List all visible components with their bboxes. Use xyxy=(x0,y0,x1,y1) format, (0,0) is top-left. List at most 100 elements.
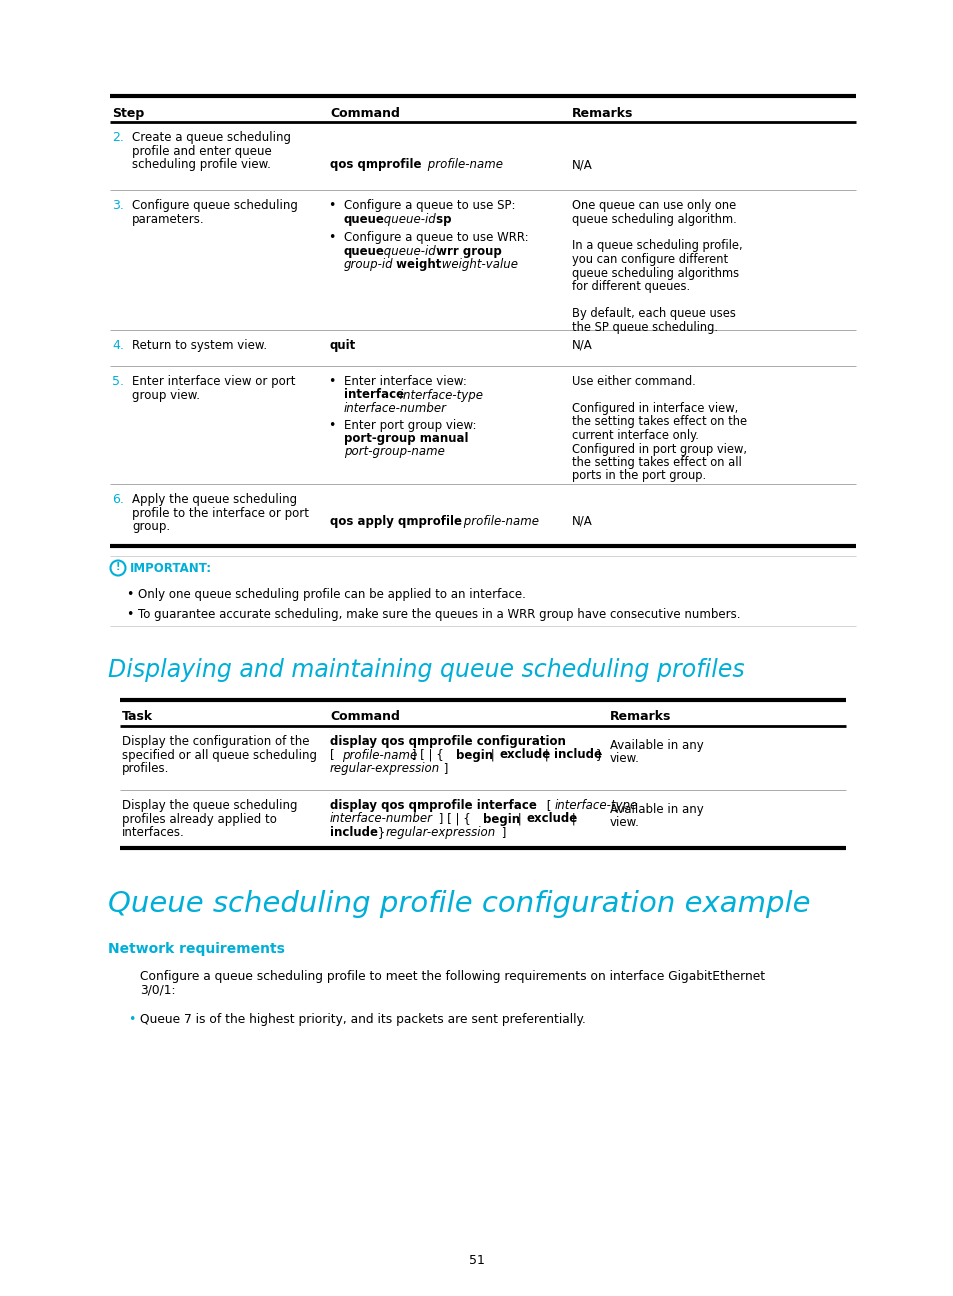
Text: display qos qmprofile configuration: display qos qmprofile configuration xyxy=(330,735,565,748)
Text: include: include xyxy=(554,749,601,762)
Text: •: • xyxy=(126,588,133,601)
Text: Configure a queue scheduling profile to meet the following requirements on inter: Configure a queue scheduling profile to … xyxy=(140,969,764,982)
Text: port-group manual: port-group manual xyxy=(344,432,468,445)
Text: quit: quit xyxy=(330,340,355,353)
Text: Apply the queue scheduling: Apply the queue scheduling xyxy=(132,492,296,505)
Text: Queue scheduling profile configuration example: Queue scheduling profile configuration e… xyxy=(108,890,810,918)
Text: ] [ | {: ] [ | { xyxy=(435,813,474,826)
Text: profile and enter queue: profile and enter queue xyxy=(132,144,272,158)
Text: qos qmprofile: qos qmprofile xyxy=(330,158,421,171)
Text: |: | xyxy=(567,813,576,826)
Text: qos apply qmprofile: qos apply qmprofile xyxy=(330,515,461,527)
Text: profiles.: profiles. xyxy=(122,762,170,775)
Text: Command: Command xyxy=(330,108,399,121)
Text: Only one queue scheduling profile can be applied to an interface.: Only one queue scheduling profile can be… xyxy=(138,588,525,601)
Text: begin: begin xyxy=(456,749,493,762)
Text: Displaying and maintaining queue scheduling profiles: Displaying and maintaining queue schedul… xyxy=(108,658,744,682)
Text: Configure a queue to use SP:: Configure a queue to use SP: xyxy=(344,200,515,213)
Text: N/A: N/A xyxy=(572,515,592,527)
Text: you can configure different: you can configure different xyxy=(572,253,727,266)
Text: view.: view. xyxy=(609,816,639,829)
Text: ] [ | {: ] [ | { xyxy=(408,749,447,762)
Text: regular-expression: regular-expression xyxy=(330,762,439,775)
Text: Return to system view.: Return to system view. xyxy=(132,340,267,353)
Text: •: • xyxy=(328,200,335,213)
Text: Task: Task xyxy=(122,710,153,723)
Text: current interface only.: current interface only. xyxy=(572,429,699,442)
Text: profile-name: profile-name xyxy=(423,158,502,171)
Text: exclude: exclude xyxy=(526,813,578,826)
Text: 3/0/1:: 3/0/1: xyxy=(140,984,175,997)
Text: queue: queue xyxy=(344,213,384,226)
Text: Configured in interface view,: Configured in interface view, xyxy=(572,402,738,415)
Text: By default, each queue uses: By default, each queue uses xyxy=(572,307,735,320)
Text: queue scheduling algorithms: queue scheduling algorithms xyxy=(572,267,739,280)
Text: Remarks: Remarks xyxy=(572,108,633,121)
Text: view.: view. xyxy=(609,753,639,766)
Text: N/A: N/A xyxy=(572,340,592,353)
Text: Display the queue scheduling: Display the queue scheduling xyxy=(122,800,297,813)
Text: ports in the port group.: ports in the port group. xyxy=(572,469,705,482)
Text: the SP queue scheduling.: the SP queue scheduling. xyxy=(572,320,718,333)
Text: N/A: N/A xyxy=(572,158,592,171)
Text: Display the configuration of the: Display the configuration of the xyxy=(122,735,309,748)
Text: Step: Step xyxy=(112,108,144,121)
Text: In a queue scheduling profile,: In a queue scheduling profile, xyxy=(572,240,741,253)
Text: group-id: group-id xyxy=(344,258,394,271)
Text: |: | xyxy=(486,749,498,762)
Text: scheduling profile view.: scheduling profile view. xyxy=(132,158,271,171)
Text: group view.: group view. xyxy=(132,389,200,402)
Text: display qos qmprofile interface: display qos qmprofile interface xyxy=(330,800,537,813)
Text: profile to the interface or port: profile to the interface or port xyxy=(132,507,309,520)
Text: queue: queue xyxy=(344,245,384,258)
Text: •: • xyxy=(328,419,335,432)
Text: interfaces.: interfaces. xyxy=(122,826,185,839)
Text: exclude: exclude xyxy=(499,749,551,762)
Text: Available in any: Available in any xyxy=(609,804,703,816)
Text: 6.: 6. xyxy=(112,492,124,505)
Text: port-group-name: port-group-name xyxy=(344,446,444,459)
Text: queue-id: queue-id xyxy=(379,213,436,226)
Text: parameters.: parameters. xyxy=(132,213,204,226)
Text: interface-type: interface-type xyxy=(555,800,638,813)
Text: •: • xyxy=(328,231,335,244)
Text: |: | xyxy=(540,749,552,762)
Text: ]: ] xyxy=(497,826,506,839)
Text: sp: sp xyxy=(432,213,451,226)
Text: [: [ xyxy=(542,800,555,813)
Text: 51: 51 xyxy=(469,1253,484,1266)
Text: |: | xyxy=(514,813,525,826)
Text: profile-name: profile-name xyxy=(459,515,538,527)
Text: regular-expression: regular-expression xyxy=(386,826,496,839)
Text: Remarks: Remarks xyxy=(609,710,671,723)
Text: Enter interface view:: Enter interface view: xyxy=(344,375,466,388)
Text: specified or all queue scheduling: specified or all queue scheduling xyxy=(122,749,316,762)
Text: queue-id: queue-id xyxy=(379,245,436,258)
Text: for different queues.: for different queues. xyxy=(572,280,689,293)
Text: 4.: 4. xyxy=(112,340,124,353)
Text: profiles already applied to: profiles already applied to xyxy=(122,813,276,826)
Text: Configure queue scheduling: Configure queue scheduling xyxy=(132,200,297,213)
Text: [: [ xyxy=(330,749,338,762)
Text: •: • xyxy=(328,375,335,388)
Text: Enter interface view or port: Enter interface view or port xyxy=(132,375,295,388)
Text: profile-name: profile-name xyxy=(341,749,416,762)
Text: interface: interface xyxy=(344,389,404,402)
Text: begin: begin xyxy=(482,813,519,826)
Text: weight-value: weight-value xyxy=(437,258,517,271)
Text: To guarantee accurate scheduling, make sure the queues in a WRR group have conse: To guarantee accurate scheduling, make s… xyxy=(138,608,740,621)
Text: }: } xyxy=(374,826,389,839)
Text: interface-number: interface-number xyxy=(344,402,447,415)
Text: Command: Command xyxy=(330,710,399,723)
Text: Available in any: Available in any xyxy=(609,739,703,752)
Text: •: • xyxy=(126,608,133,621)
Text: Network requirements: Network requirements xyxy=(108,942,285,956)
Text: 3.: 3. xyxy=(112,200,124,213)
Text: One queue can use only one: One queue can use only one xyxy=(572,200,736,213)
Text: ]: ] xyxy=(439,762,448,775)
Text: 2.: 2. xyxy=(112,131,124,144)
Text: Use either command.: Use either command. xyxy=(572,375,695,388)
Text: the setting takes effect on all: the setting takes effect on all xyxy=(572,456,741,469)
Text: Enter port group view:: Enter port group view: xyxy=(344,419,476,432)
Text: interface-number: interface-number xyxy=(330,813,433,826)
